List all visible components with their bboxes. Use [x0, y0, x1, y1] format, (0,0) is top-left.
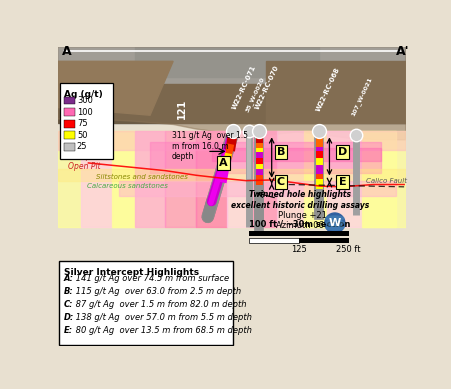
Text: A: A — [218, 158, 227, 168]
Text: W22-RC-071: W22-RC-071 — [230, 64, 256, 110]
Text: C:: C: — [64, 300, 73, 309]
Polygon shape — [81, 131, 111, 227]
Polygon shape — [57, 131, 405, 227]
Text: A: A — [61, 45, 71, 58]
Text: 138 g/t Ag  over 57.0 m from 5.5 m depth: 138 g/t Ag over 57.0 m from 5.5 m depth — [73, 313, 251, 322]
Bar — [64, 131, 74, 139]
Ellipse shape — [324, 220, 344, 226]
Polygon shape — [165, 131, 196, 227]
Bar — [248, 231, 348, 236]
Text: Ag (g/t): Ag (g/t) — [64, 90, 102, 99]
Text: Silver Intercept Highlights: Silver Intercept Highlights — [64, 268, 198, 277]
Text: 35_W-0020: 35_W-0020 — [244, 76, 265, 113]
Text: Conceptual
Open Pit: Conceptual Open Pit — [63, 152, 106, 171]
Polygon shape — [57, 84, 405, 123]
Text: A:: A: — [64, 274, 74, 283]
Ellipse shape — [324, 224, 344, 231]
Polygon shape — [196, 131, 226, 227]
Text: 100: 100 — [77, 108, 92, 117]
FancyBboxPatch shape — [60, 83, 112, 159]
Polygon shape — [57, 131, 405, 150]
Text: D:: D: — [64, 313, 74, 322]
Text: 87 g/t Ag  over 1.5 m from 82.0 m depth: 87 g/t Ag over 1.5 m from 82.0 m depth — [73, 300, 246, 309]
Polygon shape — [276, 131, 304, 227]
Text: 115 g/t Ag  over 63.0 from 2.5 m depth: 115 g/t Ag over 63.0 from 2.5 m depth — [73, 287, 241, 296]
Polygon shape — [57, 47, 405, 123]
Polygon shape — [134, 131, 165, 227]
Text: W22-RC-068: W22-RC-068 — [314, 66, 340, 112]
Bar — [64, 97, 74, 104]
Polygon shape — [111, 131, 134, 227]
Text: 100 ft / ~30m section: 100 ft / ~30m section — [248, 219, 349, 228]
Bar — [64, 143, 74, 151]
Polygon shape — [57, 47, 405, 140]
Polygon shape — [265, 61, 405, 123]
Text: B:: B: — [64, 287, 74, 296]
Text: 107_W-0021: 107_W-0021 — [350, 76, 373, 117]
Bar — [298, 238, 348, 243]
Ellipse shape — [324, 215, 344, 221]
Polygon shape — [211, 147, 380, 161]
Text: Plunge +21
Azimuth 066: Plunge +21 Azimuth 066 — [275, 211, 328, 230]
Text: 125: 125 — [290, 245, 306, 254]
Text: Siltstones and sandstones: Siltstones and sandstones — [96, 174, 188, 180]
Text: 50: 50 — [77, 131, 87, 140]
Text: 311 g/t Ag  over 1.5
m from 16.0 m
depth: 311 g/t Ag over 1.5 m from 16.0 m depth — [171, 131, 247, 161]
Text: 300: 300 — [77, 96, 92, 105]
Polygon shape — [361, 131, 396, 227]
Text: C: C — [276, 177, 285, 187]
Polygon shape — [57, 61, 173, 115]
Bar — [64, 108, 74, 116]
Text: W22-RC-070: W22-RC-070 — [254, 64, 280, 110]
Circle shape — [324, 213, 344, 233]
Text: E:: E: — [64, 326, 73, 335]
Text: A': A' — [396, 45, 409, 58]
Text: 25: 25 — [77, 142, 87, 151]
Polygon shape — [304, 131, 327, 227]
Text: 250 ft: 250 ft — [336, 245, 360, 254]
Text: 75: 75 — [77, 119, 87, 128]
Text: B: B — [276, 147, 285, 157]
Text: E: E — [338, 177, 345, 187]
Text: Twinned hole highlights
excellent historic drilling assays: Twinned hole highlights excellent histor… — [230, 190, 368, 210]
Polygon shape — [249, 131, 276, 227]
Text: 80 g/t Ag  over 13.5 m from 68.5 m depth: 80 g/t Ag over 13.5 m from 68.5 m depth — [73, 326, 251, 335]
Text: W: W — [328, 218, 340, 228]
Polygon shape — [134, 47, 319, 77]
Bar — [248, 238, 298, 243]
Text: 121: 121 — [177, 99, 187, 119]
Polygon shape — [57, 169, 405, 180]
Text: D: D — [337, 147, 346, 157]
Polygon shape — [119, 180, 396, 196]
FancyBboxPatch shape — [59, 261, 232, 345]
Polygon shape — [327, 131, 361, 227]
Text: Calcareous sandstones: Calcareous sandstones — [87, 183, 167, 189]
Polygon shape — [226, 131, 249, 227]
Bar — [64, 120, 74, 128]
Text: 141 g/t Ag over 74.5 m from surface: 141 g/t Ag over 74.5 m from surface — [73, 274, 229, 283]
Text: Calico Fault: Calico Fault — [365, 178, 406, 184]
Polygon shape — [150, 142, 380, 173]
